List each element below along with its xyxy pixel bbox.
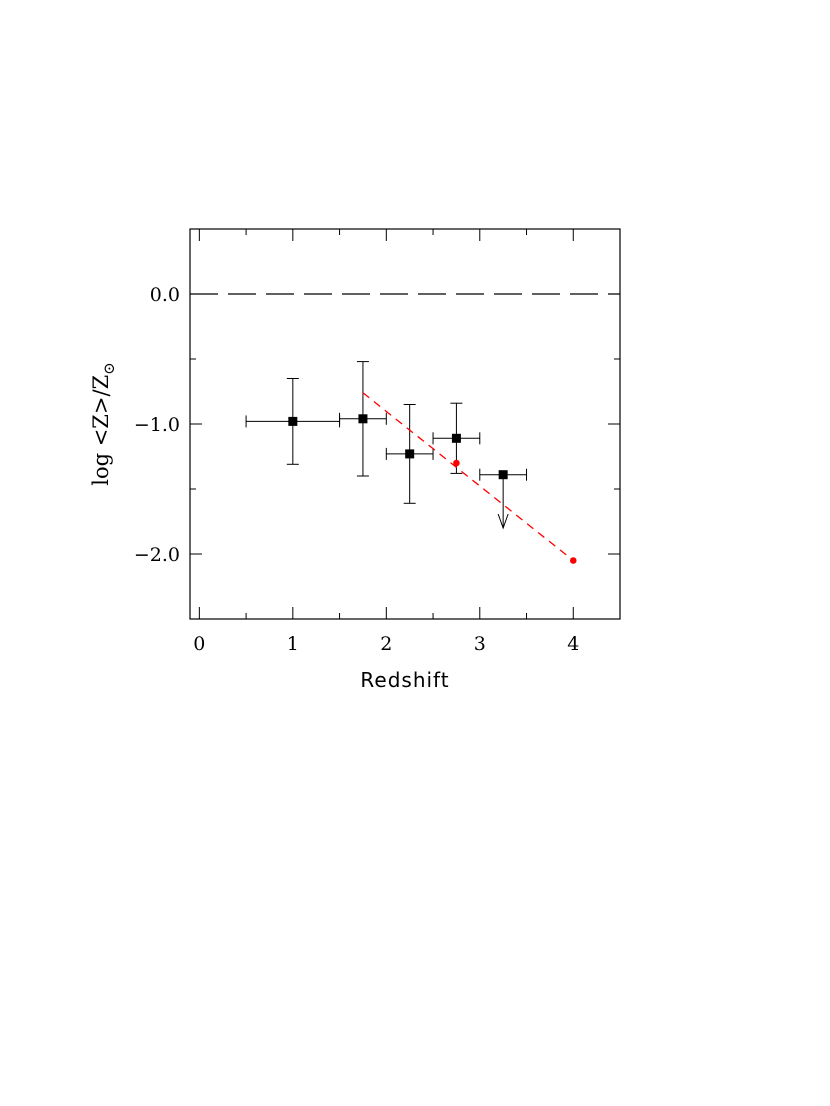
y-tick-label: 0.0 — [150, 284, 180, 306]
y-axis-label-main: log <Z>/Z — [89, 375, 113, 486]
x-tick-label: 4 — [567, 633, 579, 655]
y-tick-label: −1.0 — [134, 414, 180, 436]
upper-limit-arrow-head — [497, 513, 509, 530]
model-point-circle — [453, 459, 460, 467]
data-point-square — [358, 414, 368, 424]
x-axis-label: Redshift — [360, 668, 449, 692]
data-point-square — [288, 416, 298, 426]
data-point-square — [498, 470, 508, 480]
labels-layer: 0 1 2 3 4 0.0 −1.0 −2.0 — [134, 284, 579, 655]
y-tick-label: −2.0 — [134, 544, 180, 566]
x-tick-label: 3 — [474, 633, 486, 655]
marks-layer — [245, 361, 577, 564]
model-trend-line — [362, 392, 574, 562]
y-axis-label: log <Z>/Z⊙ — [89, 362, 118, 486]
data-point-square — [405, 449, 415, 459]
data-point-square — [451, 433, 461, 443]
model-point-circle — [569, 557, 577, 564]
x-tick-label: 1 — [287, 633, 299, 655]
ticks-layer — [190, 228, 621, 620]
y-axis-label-subscript: ⊙ — [100, 362, 118, 375]
x-tick-label: 2 — [380, 633, 392, 655]
plot-frame — [189, 228, 621, 620]
x-tick-label: 0 — [193, 633, 205, 655]
